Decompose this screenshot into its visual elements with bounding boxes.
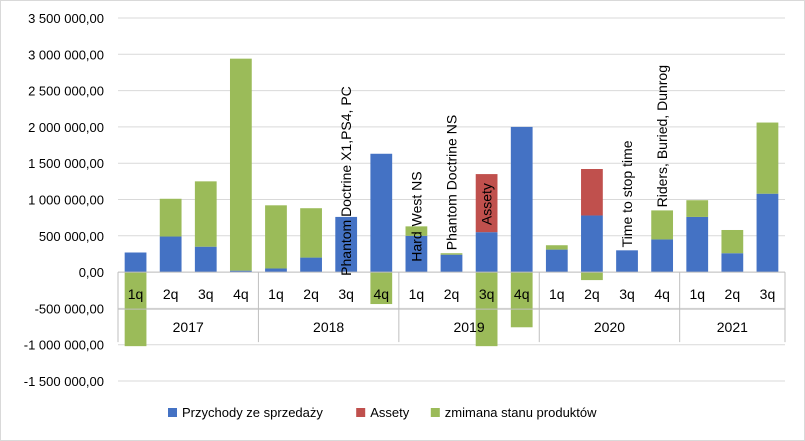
quarter-label: 1q <box>409 286 425 302</box>
bar-segment-1 <box>616 250 638 273</box>
legend-label: Assety <box>370 405 410 420</box>
bar-segment-1 <box>335 216 358 273</box>
annotation-label: Assety <box>479 183 495 225</box>
year-label: 2018 <box>313 319 344 335</box>
y-tick-label: 1 500 000,00 <box>28 156 104 171</box>
y-tick-label: 3 500 000,00 <box>28 11 104 26</box>
legend-swatch-2 <box>356 408 366 417</box>
quarter-label: 4q <box>233 286 249 302</box>
legend-label: zmimana stanu produktów <box>445 405 597 420</box>
bar-segment-3 <box>370 272 393 305</box>
year-label: 2021 <box>717 319 748 335</box>
bar-segment-1 <box>721 253 744 273</box>
bar-segment-3 <box>229 58 252 271</box>
annotation-label: Time to stop time <box>619 140 635 247</box>
y-tick-label: -1 000 000,00 <box>24 338 104 353</box>
quarter-label: 2q <box>303 286 319 302</box>
quarter-label: 3q <box>619 286 635 302</box>
quarter-label: 1q <box>268 286 284 302</box>
y-tick-label: -500 000,00 <box>35 301 104 316</box>
quarter-label: 4q <box>654 286 670 302</box>
bar-segment-1 <box>686 216 709 273</box>
legend-label: Przychody ze sprzedaży <box>182 405 323 420</box>
annotation-label: West NS <box>408 171 424 226</box>
quarter-label: 2q <box>163 286 179 302</box>
annotation-label: Phantom <box>338 220 354 276</box>
bar-segment-1 <box>194 246 217 273</box>
quarter-label: 2q <box>725 286 741 302</box>
bar-segment-1 <box>229 270 252 273</box>
bar-segment-1 <box>159 236 182 273</box>
bar-segment-3 <box>300 208 322 258</box>
bar-segment-1 <box>370 153 393 273</box>
quarter-label: 4q <box>374 286 390 302</box>
bar-segment-3 <box>194 181 217 247</box>
bar-segment-3 <box>651 210 674 240</box>
bar-segment-1 <box>475 232 498 273</box>
bar-segment-1 <box>651 239 674 273</box>
bar-segment-1 <box>510 126 533 273</box>
y-tick-label: 500 000,00 <box>39 229 104 244</box>
quarter-label: 4q <box>514 286 530 302</box>
bar-segment-2 <box>475 174 498 233</box>
bar-segment-3 <box>721 229 744 254</box>
bar-segment-3 <box>510 272 533 328</box>
quarter-label: 3q <box>338 286 354 302</box>
quarter-label: 1q <box>128 286 144 302</box>
y-tick-label: -1 500 000,00 <box>24 374 104 389</box>
y-tick-label: 2 500 000,00 <box>28 84 104 99</box>
quarter-label: 1q <box>549 286 565 302</box>
y-tick-label: 3 000 000,00 <box>28 47 104 62</box>
bar-segment-1 <box>300 257 322 273</box>
bar-segment-1 <box>405 235 428 273</box>
legend-swatch-3 <box>430 408 440 417</box>
year-label: 2019 <box>453 319 484 335</box>
bar-segment-1 <box>581 215 603 273</box>
quarter-label: 3q <box>198 286 214 302</box>
quarter-label: 1q <box>689 286 705 302</box>
annotation-label: Riders, Buried, Dunrog <box>654 65 670 207</box>
year-label: 2020 <box>594 319 625 335</box>
bar-segment-3 <box>581 272 603 281</box>
bar-segment-2 <box>581 169 603 216</box>
annotation-label: Doctrine X1,PS4, PC <box>338 86 354 217</box>
quarter-label: 2q <box>444 286 460 302</box>
quarter-label: 2q <box>584 286 600 302</box>
annotation-label: Phantom Doctrine NS <box>444 115 460 250</box>
bar-segment-3 <box>405 226 428 236</box>
bar-segment-1 <box>265 268 287 273</box>
bar-segment-3 <box>265 205 287 269</box>
y-tick-label: 2 000 000,00 <box>28 120 104 135</box>
quarter-label: 3q <box>479 286 495 302</box>
y-tick-label: 1 000 000,00 <box>28 193 104 208</box>
bar-segment-3 <box>756 122 779 194</box>
bar-segment-3 <box>159 198 182 237</box>
bar-segment-3 <box>686 200 709 217</box>
bar-segment-1 <box>440 254 463 273</box>
bar-segment-3 <box>440 253 463 255</box>
y-tick-label: 0,00 <box>79 265 104 280</box>
bar-segment-1 <box>124 252 147 273</box>
legend-swatch-1 <box>168 408 177 417</box>
annotation-label: Hard <box>408 231 424 261</box>
bar-segment-1 <box>545 249 568 273</box>
year-label: 2017 <box>173 319 204 335</box>
bar-segment-1 <box>756 193 779 273</box>
quarter-label: 3q <box>760 286 776 302</box>
bar-segment-3 <box>545 245 568 250</box>
